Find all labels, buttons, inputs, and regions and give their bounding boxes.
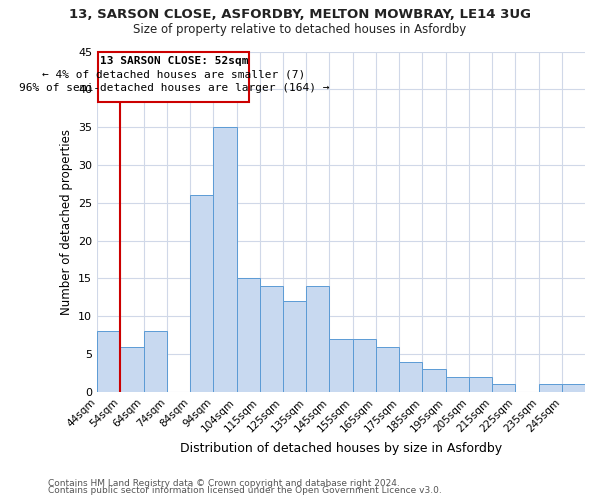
Text: Contains HM Land Registry data © Crown copyright and database right 2024.: Contains HM Land Registry data © Crown c… [48, 478, 400, 488]
Bar [121, 346, 143, 392]
Y-axis label: Number of detached properties: Number of detached properties [59, 128, 73, 314]
Bar [329, 339, 353, 392]
Bar [376, 346, 399, 392]
Text: Contains public sector information licensed under the Open Government Licence v3: Contains public sector information licen… [48, 486, 442, 495]
Bar [260, 286, 283, 392]
Bar [97, 332, 121, 392]
Bar [492, 384, 515, 392]
Bar [143, 332, 167, 392]
FancyBboxPatch shape [98, 52, 250, 102]
Bar [283, 301, 306, 392]
Bar [236, 278, 260, 392]
Bar [306, 286, 329, 392]
Bar [539, 384, 562, 392]
Bar [446, 377, 469, 392]
Bar [353, 339, 376, 392]
Text: 13, SARSON CLOSE, ASFORDBY, MELTON MOWBRAY, LE14 3UG: 13, SARSON CLOSE, ASFORDBY, MELTON MOWBR… [69, 8, 531, 20]
Bar [399, 362, 422, 392]
Text: 13 SARSON CLOSE: 52sqm: 13 SARSON CLOSE: 52sqm [100, 56, 248, 66]
Bar [562, 384, 585, 392]
Text: 96% of semi-detached houses are larger (164) →: 96% of semi-detached houses are larger (… [19, 82, 329, 92]
X-axis label: Distribution of detached houses by size in Asfordby: Distribution of detached houses by size … [180, 442, 502, 455]
Bar [469, 377, 492, 392]
Bar [422, 370, 446, 392]
Text: ← 4% of detached houses are smaller (7): ← 4% of detached houses are smaller (7) [42, 70, 305, 80]
Bar [190, 195, 214, 392]
Text: Size of property relative to detached houses in Asfordby: Size of property relative to detached ho… [133, 22, 467, 36]
Bar [214, 127, 236, 392]
